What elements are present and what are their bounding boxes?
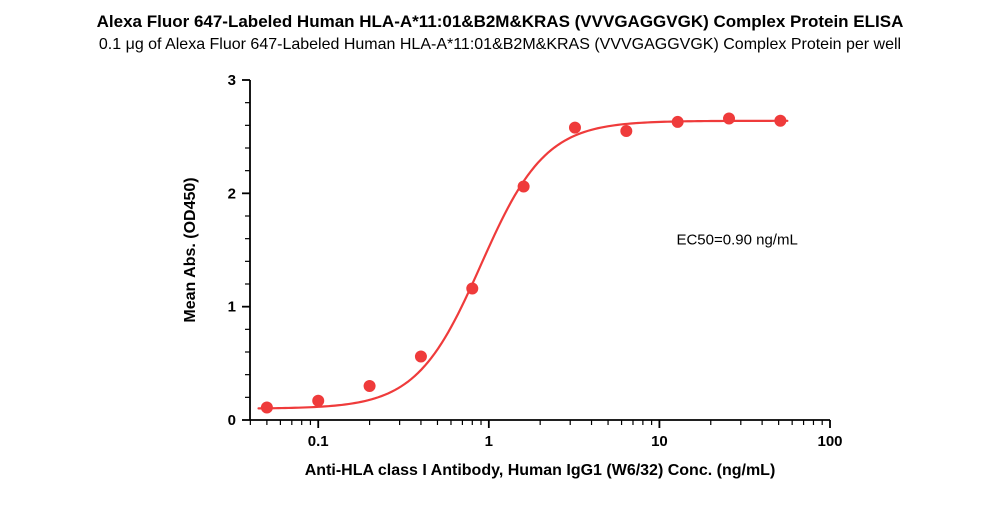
data-point xyxy=(775,115,786,126)
data-point xyxy=(518,181,529,192)
data-point xyxy=(364,381,375,392)
data-point xyxy=(724,113,735,124)
ec50-annotation: EC50=0.90 ng/mL xyxy=(676,231,797,248)
data-point xyxy=(621,126,632,137)
elisa-figure: Alexa Fluor 647-Labeled Human HLA-A*11:0… xyxy=(0,0,1000,530)
x-tick-label: 1 xyxy=(485,433,493,450)
x-tick-label: 10 xyxy=(651,433,668,450)
data-point xyxy=(415,351,426,362)
x-axis-label: Anti-HLA class I Antibody, Human IgG1 (W… xyxy=(305,462,776,479)
data-point xyxy=(313,395,324,406)
elisa-chart-svg: 0 1 2 3 0.1 1 10 100 Mean Abs. (OD450) Anti-HLA c… xyxy=(150,60,850,500)
x-tick-label: 100 xyxy=(817,433,842,450)
y-tick-label: 3 xyxy=(228,72,236,89)
chart-area: 0 1 2 3 0.1 1 10 100 Mean Abs. (OD450) Anti-HLA c… xyxy=(150,60,850,500)
fit-curve xyxy=(259,121,788,409)
data-point xyxy=(261,402,272,413)
data-point xyxy=(569,122,580,133)
chart-subtitle: 0.1 μg of Alexa Fluor 647-Labeled Human … xyxy=(0,36,1000,54)
y-tick-label: 0 xyxy=(228,412,236,429)
chart-title: Alexa Fluor 647-Labeled Human HLA-A*11:0… xyxy=(0,12,1000,32)
data-point xyxy=(672,116,683,127)
y-tick-label: 1 xyxy=(228,299,236,316)
y-axis-label: Mean Abs. (OD450) xyxy=(182,177,199,322)
data-point xyxy=(467,283,478,294)
x-tick-label: 0.1 xyxy=(308,433,329,450)
y-tick-label: 2 xyxy=(228,185,236,202)
